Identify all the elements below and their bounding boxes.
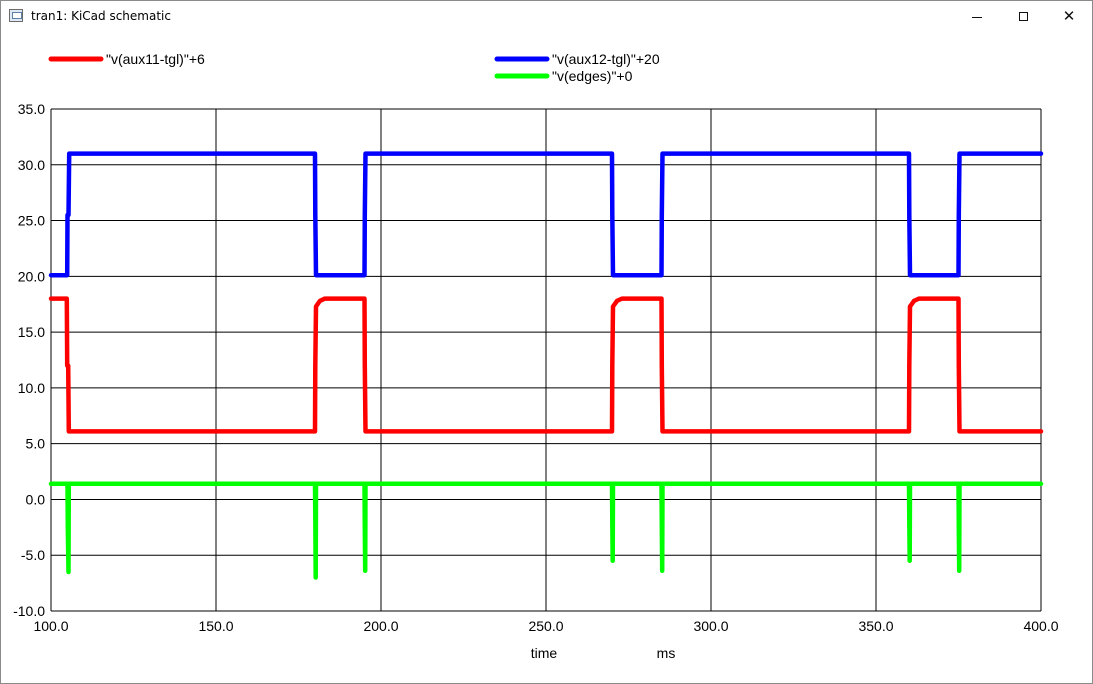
x-axis-label: time (531, 645, 558, 661)
y-tick-label: 35.0 (18, 101, 45, 117)
plot-grid (50, 108, 1042, 612)
y-tick-label: 0.0 (26, 491, 46, 507)
y-tick-label: -5.0 (21, 547, 45, 563)
x-tick-label: 250.0 (528, 618, 563, 634)
window-title: tran1: KiCad schematic (31, 9, 171, 23)
x-tick-label: 200.0 (363, 618, 398, 634)
y-tick-label: -10.0 (13, 603, 45, 619)
maximize-button[interactable] (1000, 1, 1046, 31)
legend-entry: "v(edges)"+0 (552, 68, 633, 84)
plot-series (48, 151, 1044, 580)
series-line-1 (48, 151, 1044, 278)
y-tick-label: 25.0 (18, 213, 45, 229)
legend-entry: "v(aux11-tgl)"+6 (106, 51, 205, 67)
x-tick-label: 300.0 (693, 618, 728, 634)
waveform-plot[interactable]: 35.030.025.020.015.010.05.00.0-5.0-10.01… (1, 31, 1092, 683)
close-icon: ✕ (1062, 7, 1076, 25)
title-bar[interactable]: tran1: KiCad schematic ✕ (1, 1, 1092, 31)
legend-entry: "v(aux12-tgl)"+20 (552, 51, 660, 67)
close-button[interactable]: ✕ (1046, 1, 1092, 31)
app-window-icon (9, 9, 23, 22)
y-tick-label: 5.0 (26, 436, 46, 452)
y-tick-label: 15.0 (18, 324, 45, 340)
y-tick-label: 20.0 (18, 268, 45, 284)
y-tick-label: 30.0 (18, 157, 45, 173)
x-tick-label: 150.0 (198, 618, 233, 634)
maximize-icon (1018, 11, 1028, 21)
x-tick-label: 350.0 (858, 618, 893, 634)
axis-tick-labels: 35.030.025.020.015.010.05.00.0-5.0-10.01… (13, 101, 1059, 634)
minimize-button[interactable] (954, 1, 1000, 31)
minimize-icon (972, 16, 982, 18)
plot-legend: "v(aux11-tgl)"+6 "v(aux12-tgl)"+20"v(edge… (48, 51, 660, 84)
x-tick-label: 400.0 (1023, 618, 1058, 634)
y-tick-label: 10.0 (18, 380, 45, 396)
x-axis-unit: ms (657, 645, 676, 661)
series-line-2 (48, 481, 1044, 580)
x-tick-label: 100.0 (33, 618, 68, 634)
series-line-0 (48, 296, 1044, 434)
